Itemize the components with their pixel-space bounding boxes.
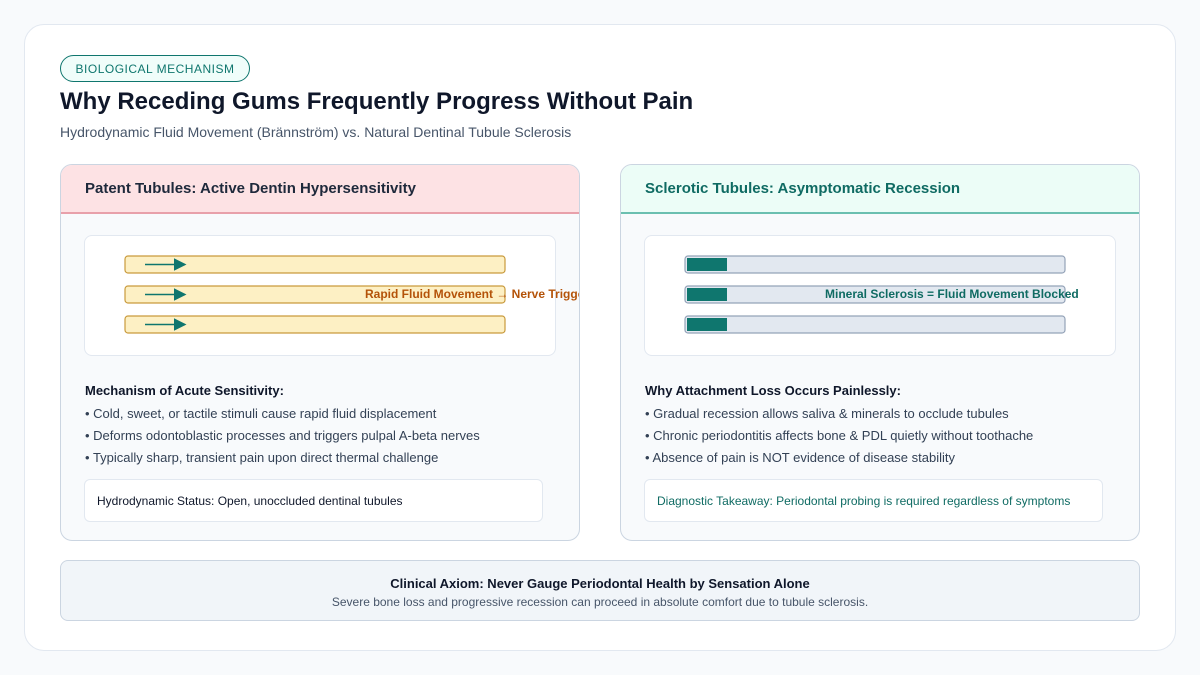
- bullet: Deforms odontoblastic processes and trig…: [85, 425, 480, 447]
- bullet: Cold, sweet, or tactile stimuli cause ra…: [85, 403, 480, 425]
- fluid-arrows: [145, 258, 187, 331]
- diagram: Mineral Sclerosis = Fluid Movement Block…: [644, 235, 1116, 356]
- diagram-label: Rapid Fluid Movement → Nerve Trigger: [365, 287, 580, 301]
- title: Why Receding Gums Frequently Progress Wi…: [60, 88, 694, 115]
- status-box: Hydrodynamic Status: Open, unoccluded de…: [84, 479, 543, 522]
- panel-title: Sclerotic Tubules: Asymptomatic Recessio…: [621, 165, 1139, 214]
- subtitle: Hydrodynamic Fluid Movement (Brännström)…: [60, 124, 572, 140]
- bullet-list: Gradual recession allows saliva & minera…: [645, 403, 1033, 469]
- tubules: [124, 255, 506, 334]
- diagram: Rapid Fluid Movement → Nerve Trigger: [84, 235, 579, 356]
- list-heading: Mechanism of Acute Sensitivity:: [85, 383, 284, 398]
- tubules: [684, 255, 1066, 334]
- panel: Patent Tubules: Active Dentin Hypersensi…: [60, 164, 580, 541]
- footer: Clinical Axiom: Never Gauge Periodontal …: [60, 560, 1140, 621]
- mineral-plugs: [687, 258, 727, 331]
- bullet: Absence of pain is NOT evidence of disea…: [645, 447, 1033, 469]
- footer-text: Severe bone loss and progressive recessi…: [331, 595, 869, 609]
- list-heading: Why Attachment Loss Occurs Painlessly:: [645, 383, 901, 398]
- status-box: Diagnostic Takeaway: Periodontal probing…: [644, 479, 1103, 522]
- bullet: Chronic periodontitis affects bone & PDL…: [645, 425, 1033, 447]
- panel: Sclerotic Tubules: Asymptomatic Recessio…: [620, 164, 1140, 541]
- badge: BIOLOGICAL MECHANISM: [60, 55, 250, 82]
- panel-title: Patent Tubules: Active Dentin Hypersensi…: [61, 165, 579, 214]
- footer-title: Clinical Axiom: Never Gauge Periodontal …: [390, 576, 810, 591]
- bullet-list: Cold, sweet, or tactile stimuli cause ra…: [85, 403, 480, 469]
- diagram-label: Mineral Sclerosis = Fluid Movement Block…: [825, 287, 1079, 301]
- bullet: Gradual recession allows saliva & minera…: [645, 403, 1033, 425]
- bullet: Typically sharp, transient pain upon dir…: [85, 447, 480, 469]
